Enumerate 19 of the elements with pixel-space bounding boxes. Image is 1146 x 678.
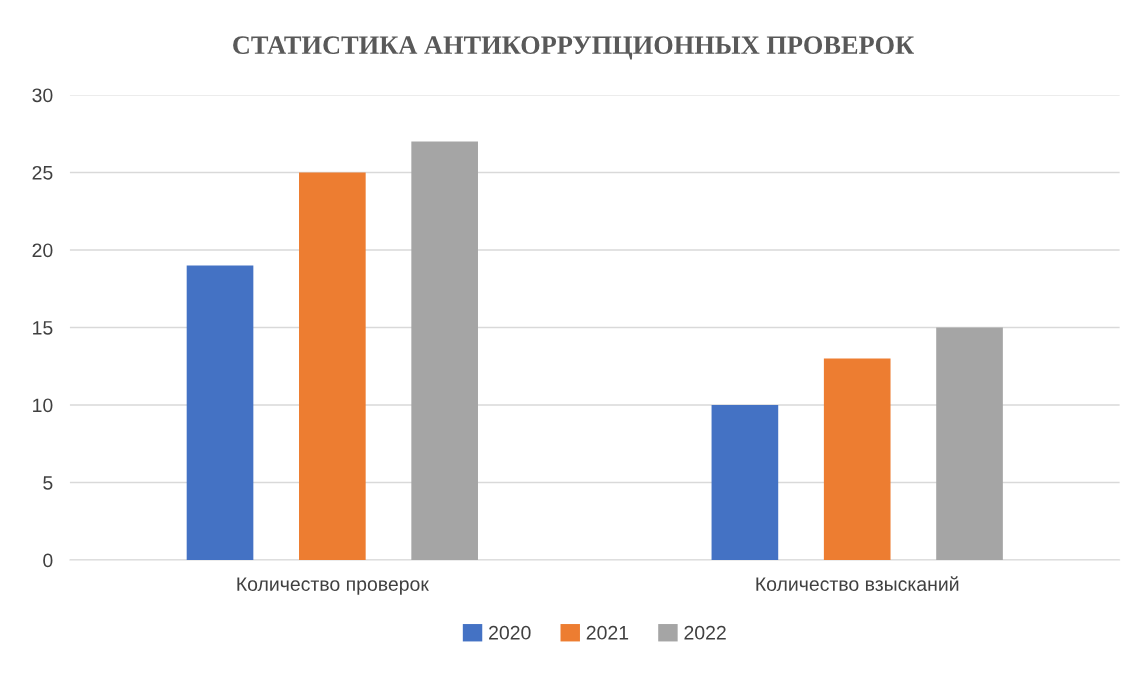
x-tick-label: Количество проверок [237,577,429,595]
bar [823,358,891,561]
bar [711,404,779,561]
y-tick-label: 25 [32,165,53,180]
y-tick-label: 0 [43,553,53,568]
y-tick-label: 5 [43,476,53,490]
bar [299,172,366,561]
bar [936,327,1003,561]
y-tick-label: 30 [32,88,53,103]
bar [411,141,478,561]
y-tick-label: 20 [32,243,53,258]
legend-label: 2021 [586,625,629,640]
legend-label: 2020 [489,625,531,640]
y-tick-label: 10 [33,398,53,413]
y-tick-label: 15 [33,321,53,335]
legend-label: 2022 [684,625,726,640]
bar [186,265,254,561]
chart-title: СТАТИСТИКА АНТИКОРРУПЦИОННЫХ ПРОВЕРОК [233,36,914,60]
x-tick-label: Количество взысканий [756,576,959,591]
